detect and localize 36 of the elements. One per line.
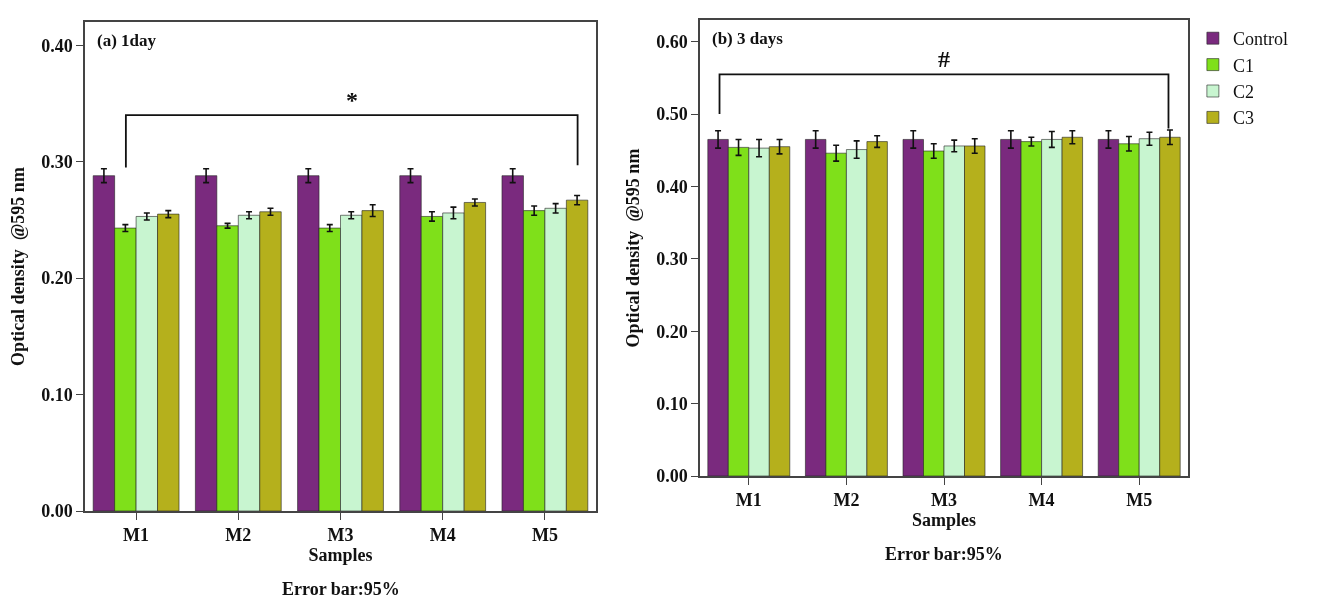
x-axis-title: Samples (308, 545, 373, 566)
legend-label: C3 (1232, 108, 1254, 129)
x-tick-label: M2 (833, 490, 860, 511)
y-tick-label: 0.20 (656, 321, 688, 342)
y-tick-label: 0.40 (41, 35, 73, 56)
y-tick-label: 0.30 (656, 249, 688, 270)
y-tick-label: 0.10 (41, 384, 73, 405)
x-tick-label: M4 (429, 525, 456, 546)
text: Error bar:95% (282, 579, 400, 599)
annotation: # (938, 46, 950, 72)
x-tick-label: M4 (1028, 490, 1055, 511)
y-tick-label: 0.50 (656, 104, 688, 125)
y-tick-label: 0.10 (656, 393, 688, 414)
y-tick-label: 0.30 (41, 152, 73, 173)
y-tick-label: 0.00 (41, 501, 73, 522)
y-tick-label: 0.40 (656, 176, 688, 197)
legend-label: C1 (1232, 55, 1254, 76)
y-axis-title: Optical density @595 nm (622, 148, 643, 348)
text: (b) 3 days (712, 29, 784, 48)
x-tick-label: M5 (531, 525, 558, 546)
x-tick-label: M1 (735, 490, 762, 511)
text: Error bar:95% (885, 544, 1003, 564)
legend-label: C2 (1232, 82, 1254, 103)
legend-label: Control (1232, 29, 1288, 50)
y-tick-label: 0.60 (656, 32, 688, 53)
x-axis-title: Samples (911, 510, 977, 531)
text: (a) 1day (97, 31, 157, 50)
x-tick-label: M2 (225, 525, 252, 546)
x-tick-label: M1 (123, 525, 150, 546)
x-tick-label: M3 (327, 525, 354, 546)
y-axis-title: Optical density @595 nm (7, 167, 28, 366)
x-tick-label: M3 (931, 490, 957, 511)
y-tick-label: 0.20 (41, 268, 73, 289)
annotation: * (346, 87, 358, 113)
x-tick-label: M5 (1126, 490, 1153, 511)
y-tick-label: 0.00 (656, 466, 688, 487)
